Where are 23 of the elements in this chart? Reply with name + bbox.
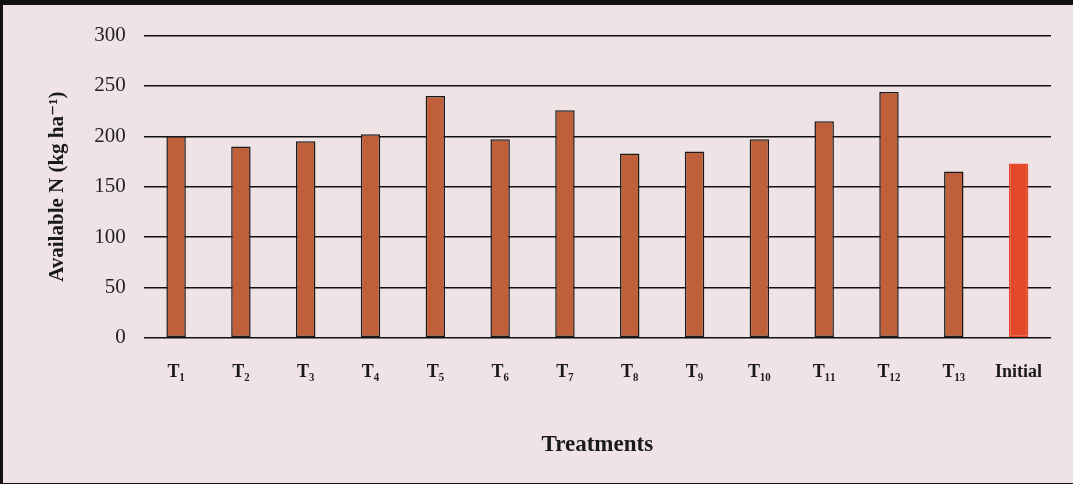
x-tick-label: T₆ [491,361,510,382]
y-tick-label: 200 [94,122,126,147]
x-tick-label: T₄ [361,361,380,382]
x-tick-label: T₅ [426,361,445,382]
x-tick-label: T₂ [232,361,250,382]
y-tick-label: 100 [94,223,126,248]
y-tick-label: 300 [94,22,126,47]
y-tick-label: 0 [115,324,126,349]
x-tick-label: T₁₁ [812,361,836,382]
x-tick-label: T₉ [685,361,704,382]
x-tick-label: T₁₀ [747,361,771,382]
y-axis-title: Available N (kg ha⁻¹) [44,91,69,282]
x-axis-title: Treatments [541,431,654,457]
x-tick-label: T₇ [556,361,574,382]
x-tick-label: T₁₃ [942,361,966,382]
y-tick-label: 250 [94,72,126,97]
x-tick-label: T₃ [297,361,316,382]
x-tick-label: T₁₂ [877,361,901,382]
x-tick-label: Initial [995,361,1043,382]
y-tick-label: 150 [94,173,126,198]
x-tick-label: T₈ [621,361,640,382]
y-tick-label: 50 [104,273,126,298]
x-tick-label: T₁ [167,361,185,382]
